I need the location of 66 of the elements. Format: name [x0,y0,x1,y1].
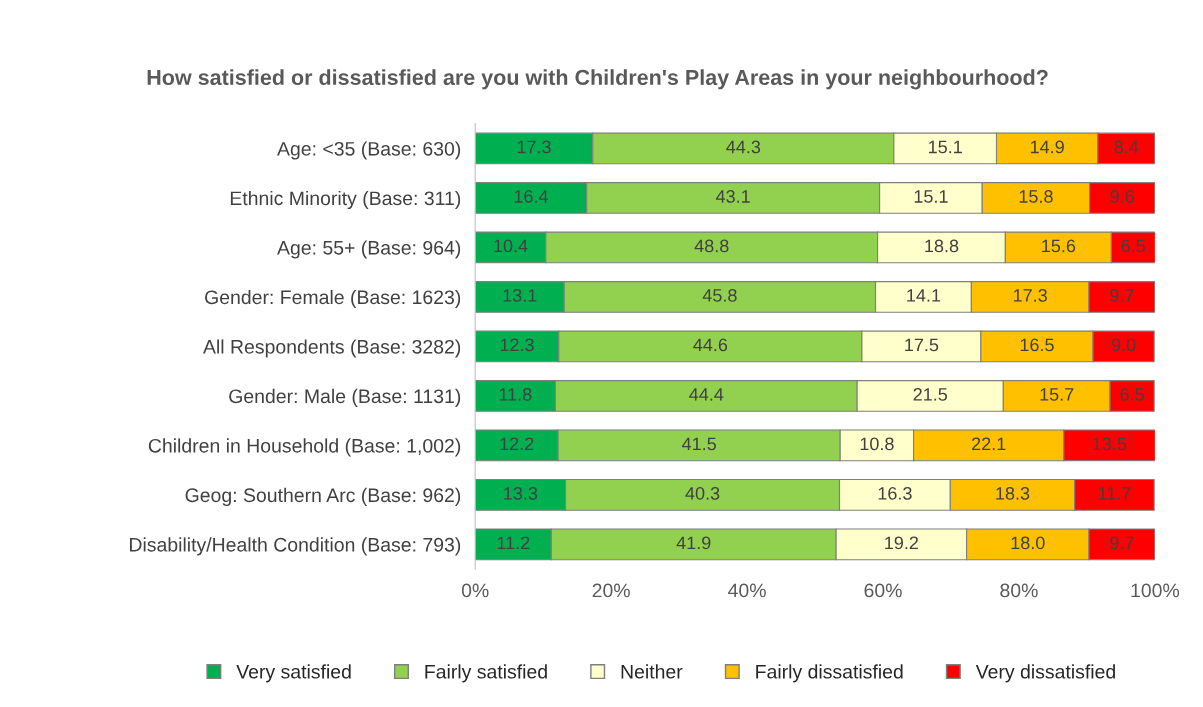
data-label: 10.4 [494,239,528,253]
data-label: 45.8 [702,289,737,302]
data-label: 9.6 [1110,190,1135,203]
y-tick-label: Children in Household (Base: 1,002) [148,438,461,457]
y-tick-label: Disability/Health Condition (Base: 793) [130,537,461,556]
y-tick-label: Gender: Female (Base: 1623) [205,289,461,309]
legend-label: Neither [621,664,683,679]
data-label: 15.6 [1042,239,1076,253]
y-tick-label: Age: 55+ (Base: 964) [277,240,461,259]
data-label: 16.3 [878,486,912,500]
x-tick-label: 60% [864,583,902,598]
data-label: 44.3 [726,140,761,154]
x-tick-label: 100% [1131,583,1180,598]
data-label: 17.5 [905,338,939,352]
data-label: 19.2 [885,536,919,550]
y-tick-label: Age: <35 (Base: 630) [277,141,461,160]
data-label: 15.7 [1040,388,1074,401]
data-label: 44.4 [689,388,724,401]
data-label: 10.8 [860,437,894,451]
data-label: 21.5 [913,387,948,401]
data-label: 18.3 [996,486,1030,500]
legend-label: Very dissatisfied [975,664,1115,683]
data-label: 11.2 [497,536,530,550]
data-label: 14.9 [1030,140,1064,154]
data-label: 48.8 [694,239,729,253]
legend-label: Fairly satisfied [425,664,547,683]
data-label: 13.1 [503,289,537,302]
legend-label: Very satisfied [236,664,351,683]
data-label: 41.5 [681,437,716,451]
x-tick-label: 80% [1000,583,1038,598]
data-label: 12.3 [500,338,534,352]
y-tick-label: Ethnic Minority (Base: 311) [230,190,461,210]
data-label: 41.9 [676,536,711,550]
legend-label: Fairly dissatisfied [756,664,903,683]
data-label: 17.3 [517,140,551,154]
chart-title: How satisfied or dissatisfied are you with Children's Play Areas in your neighbourhood? [147,69,1048,90]
data-label: 11.7 [1098,487,1131,500]
data-label: 11.8 [499,387,532,401]
data-label: 22.1 [972,437,1006,451]
y-tick-label: Geog: Southern Arc (Base: 962) [185,487,461,506]
x-tick-label: 40% [728,583,766,598]
data-label: 12.2 [500,437,534,451]
data-label: 8.4 [1114,140,1139,154]
data-label: 17.3 [1013,289,1047,302]
data-label: 44.6 [693,338,728,352]
data-label: 18.0 [1011,536,1045,550]
data-label: 16.4 [514,190,548,203]
data-label: 18.8 [925,239,959,253]
data-label: 13.3 [504,486,538,500]
data-label: 15.1 [914,190,948,203]
data-label: 14.1 [907,289,941,302]
data-label: 43.1 [715,190,750,203]
data-label: 15.8 [1019,190,1053,203]
x-tick-label: 20% [592,583,630,598]
data-label: 13.5 [1093,437,1127,451]
data-label: 9.0 [1111,338,1136,352]
data-label: 16.5 [1020,338,1054,352]
data-label: 6.5 [1121,239,1145,253]
data-label: 9.7 [1110,536,1134,550]
data-label: 6.5 [1120,387,1144,401]
y-tick-label: Gender: Male (Base: 1131) [229,388,461,407]
x-tick-label: 0% [461,583,489,598]
data-label: 40.3 [685,486,720,500]
data-label: 9.7 [1110,289,1134,302]
y-tick-label: All Respondents (Base: 3282) [203,339,461,358]
data-label: 15.1 [929,140,962,154]
